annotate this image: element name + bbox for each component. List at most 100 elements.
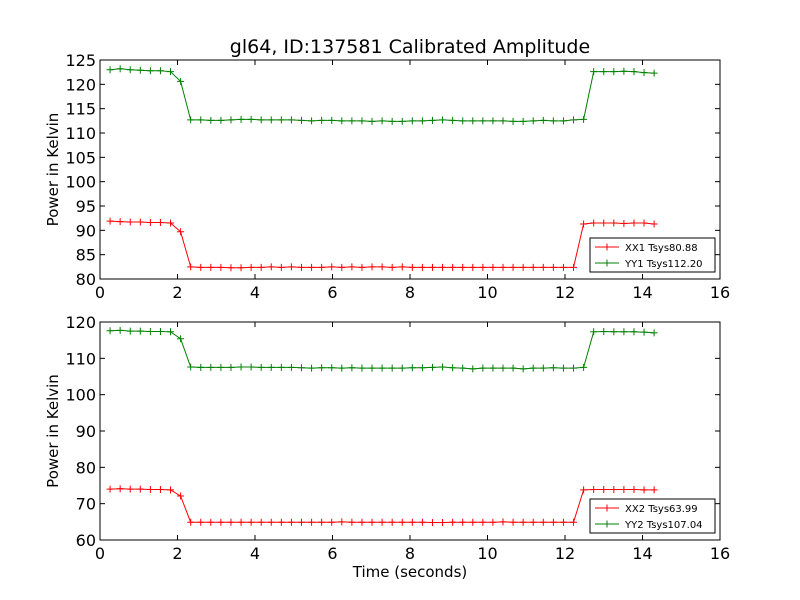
x-tick-label: 4 xyxy=(250,283,260,302)
x-tick-label: 10 xyxy=(477,544,497,563)
data-point-marker xyxy=(408,117,416,125)
data-point-marker xyxy=(600,327,608,335)
data-point-marker xyxy=(247,518,255,526)
data-point-marker xyxy=(539,263,547,271)
data-point-marker xyxy=(106,327,114,335)
data-point-marker xyxy=(439,363,447,371)
data-point-marker xyxy=(630,485,638,493)
data-point-marker xyxy=(298,364,305,372)
data-point-marker xyxy=(368,518,376,526)
data-point-marker xyxy=(136,485,144,493)
y-tick-label: 60 xyxy=(76,531,96,550)
data-point-marker xyxy=(177,335,185,343)
data-point-marker xyxy=(358,263,366,271)
data-point-marker xyxy=(277,363,285,371)
data-point-marker xyxy=(287,263,295,271)
data-point-marker xyxy=(590,485,598,493)
data-point-marker xyxy=(388,117,396,125)
x-tick-label: 16 xyxy=(710,283,730,302)
data-point-marker xyxy=(106,66,114,74)
data-point-marker xyxy=(146,485,154,493)
data-point-marker xyxy=(439,263,447,271)
data-point-marker xyxy=(549,263,557,271)
data-point-marker xyxy=(237,264,245,272)
legend: XX1 Tsys80.88 YY1 Tsys112.20 xyxy=(589,237,716,273)
data-point-marker xyxy=(529,518,537,526)
data-point-marker xyxy=(318,263,326,271)
data-point-marker xyxy=(177,492,185,500)
data-point-marker xyxy=(207,116,215,124)
data-point-marker xyxy=(308,518,316,526)
data-point-marker xyxy=(328,116,336,124)
data-point-marker xyxy=(580,363,588,371)
data-point-marker xyxy=(156,485,164,493)
y-axis-label: Power in Kelvin xyxy=(44,113,62,227)
legend-entry-label: YY2 Tsys107.04 xyxy=(624,520,703,531)
data-point-marker xyxy=(328,263,336,271)
x-tick-label: 12 xyxy=(555,544,575,563)
data-point-marker xyxy=(620,220,628,228)
legend-entry-label: XX1 Tsys80.88 xyxy=(625,243,698,254)
data-point-marker xyxy=(459,364,467,372)
data-point-marker xyxy=(358,364,366,372)
x-tick-label: 2 xyxy=(172,283,182,302)
data-point-marker xyxy=(368,117,376,125)
data-point-marker xyxy=(529,117,537,125)
data-point-marker xyxy=(549,518,557,526)
data-point-marker xyxy=(287,116,295,124)
data-point-marker xyxy=(116,326,124,334)
y-tick-label: 105 xyxy=(65,148,96,167)
data-point-marker xyxy=(298,263,305,271)
legend-entry-label: XX2 Tsys63.99 xyxy=(625,504,698,515)
x-tick-label: 4 xyxy=(250,544,260,563)
y-tick-label: 95 xyxy=(76,197,96,216)
data-point-marker xyxy=(479,117,487,125)
data-point-marker xyxy=(308,364,316,372)
data-point-marker xyxy=(197,363,205,371)
data-point-marker xyxy=(459,518,467,526)
data-point-marker xyxy=(116,218,124,226)
data-point-marker xyxy=(570,263,578,271)
data-point-marker xyxy=(640,486,648,494)
data-point-marker xyxy=(570,116,578,124)
x-axis-label: Time (seconds) xyxy=(352,563,468,581)
data-point-marker xyxy=(408,518,416,526)
data-point-marker xyxy=(570,364,578,372)
data-point-marker xyxy=(418,263,426,271)
data-point-marker xyxy=(298,518,305,526)
data-point-marker xyxy=(156,67,164,75)
data-point-marker xyxy=(428,363,436,371)
data-point-marker xyxy=(318,364,326,372)
data-point-marker xyxy=(529,364,537,372)
data-point-marker xyxy=(187,518,195,526)
data-point-marker xyxy=(459,117,467,125)
data-point-marker xyxy=(167,328,175,336)
x-tick-label: 2 xyxy=(172,544,182,563)
data-point-marker xyxy=(620,485,628,493)
data-point-marker xyxy=(126,327,134,335)
y-tick-label: 120 xyxy=(65,75,96,94)
data-point-marker xyxy=(640,69,648,77)
x-tick-label: 14 xyxy=(632,283,652,302)
data-point-marker xyxy=(378,364,386,372)
legend-entry-label: YY1 Tsys112.20 xyxy=(624,259,703,270)
data-point-marker xyxy=(630,68,638,76)
data-point-marker xyxy=(650,220,658,228)
data-point-marker xyxy=(559,518,567,526)
data-point-marker xyxy=(348,364,356,372)
data-point-marker xyxy=(217,363,225,371)
data-point-marker xyxy=(338,117,346,125)
legend-box xyxy=(589,237,716,273)
data-point-marker xyxy=(580,220,588,228)
data-point-marker xyxy=(197,263,205,271)
data-point-marker xyxy=(610,68,618,76)
y-tick-label: 90 xyxy=(76,422,96,441)
data-point-marker xyxy=(449,263,457,271)
data-point-marker xyxy=(227,264,235,272)
data-point-marker xyxy=(590,68,598,76)
data-point-marker xyxy=(428,519,436,527)
data-point-marker xyxy=(539,364,547,372)
y-tick-label: 125 xyxy=(65,51,96,70)
data-point-marker xyxy=(257,116,265,124)
